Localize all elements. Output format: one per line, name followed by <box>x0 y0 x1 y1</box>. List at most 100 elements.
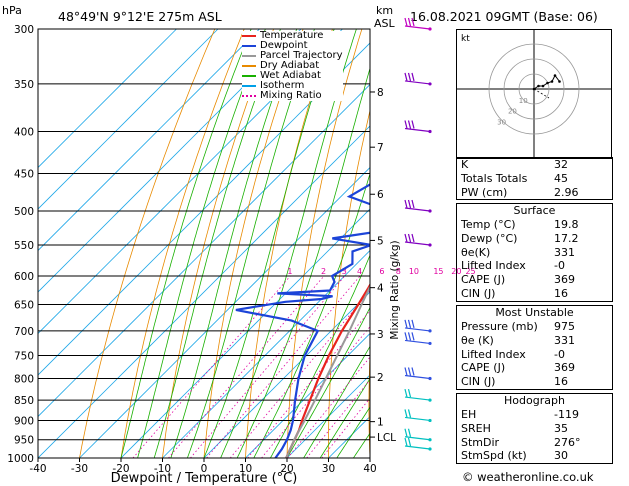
pressure-tick-label: 600 <box>14 271 34 283</box>
km-tick-label: 8 <box>377 87 384 99</box>
table-row-label: Lifted Index <box>461 347 526 361</box>
wind-barb <box>404 339 431 345</box>
table-row-label: Lifted Index <box>461 259 526 273</box>
km-tick-label: 3 <box>377 329 384 341</box>
table-row: Pressure (mb) 975 <box>457 320 612 334</box>
legend-label: Isotherm <box>260 80 305 91</box>
isotherm-line <box>38 29 260 252</box>
isotherm-line <box>38 29 177 169</box>
legend-swatch <box>242 55 256 57</box>
table-row-value: 369 <box>554 273 575 287</box>
wet-adiabat-line <box>303 345 370 458</box>
legend-entry: Wet Adiabat <box>242 71 343 81</box>
location-label: 48°49'N 9°12'E 275m ASL <box>58 9 222 24</box>
hodograph-table-title: Hodograph <box>504 394 565 407</box>
pressure-tick-label: 550 <box>14 240 34 252</box>
table-row: Temp (°C) 19.8 <box>457 218 612 232</box>
legend-label: Mixing Ratio <box>260 90 322 101</box>
wind-barb-dot <box>428 398 432 402</box>
pressure-tick-label: 650 <box>14 300 34 312</box>
wind-barb-flag <box>404 233 408 243</box>
wind-barb-flag <box>407 332 412 341</box>
legend-swatch <box>242 35 256 37</box>
km-tick-label: 4 <box>377 283 384 295</box>
mixing-ratio-label: 2 <box>321 267 326 276</box>
table-row-label: K <box>461 158 469 171</box>
legend-entry: Temperature <box>242 31 343 41</box>
hodograph-ring-label: 30 <box>497 118 506 126</box>
table-row-label: θe(K) <box>461 245 491 259</box>
wind-barb-dot <box>428 209 432 213</box>
pressure-tick-label: 300 <box>14 24 34 36</box>
wind-barb-dot <box>428 243 432 247</box>
table-row: Lifted Index -0 <box>457 259 612 273</box>
wind-barb-flag <box>404 367 408 376</box>
temp-tick-label: 0 <box>201 463 208 475</box>
datetime-label: 16.08.2021 09GMT (Base: 06) <box>410 9 598 24</box>
wind-barb-flag <box>407 409 412 418</box>
table-row-label: PW (cm) <box>461 185 508 199</box>
wind-barb-flag <box>407 199 412 209</box>
temp-tick-label: 10 <box>239 463 252 475</box>
legend-entry: Dry Adiabat <box>242 61 343 71</box>
hodograph-ring <box>488 43 580 135</box>
isotherm-line <box>79 166 370 458</box>
isotherm-line <box>203 291 370 458</box>
hpa-label: hPa <box>2 4 22 17</box>
temp-tick-label: -40 <box>29 463 46 475</box>
wind-barb-flag <box>404 409 408 418</box>
wind-barb-dot <box>428 447 432 451</box>
table-row-label: SREH <box>461 421 491 435</box>
table-row-value: -0 <box>554 347 565 361</box>
table-row-label: Pressure (mb) <box>461 320 538 333</box>
x-axis-label: Dewpoint / Temperature (°C) <box>111 471 298 486</box>
wind-barb-flag <box>407 120 412 129</box>
table-row: StmDir 276° <box>457 436 612 450</box>
table-row: CAPE (J) 369 <box>457 273 612 287</box>
table-row: EH -119 <box>457 408 612 422</box>
wind-barb <box>404 416 431 422</box>
wind-barb-flag <box>404 388 408 398</box>
mixing-ratio-line <box>132 275 291 458</box>
table-row-label: CIN (J) <box>461 286 496 300</box>
table-row-label: CAPE (J) <box>461 361 506 375</box>
wind-barb-flag <box>407 428 412 437</box>
parcel-trajectory-line <box>285 284 370 458</box>
wind-barb-flag <box>407 388 412 398</box>
hodograph-point <box>537 84 540 88</box>
wind-barb-flag <box>404 120 408 129</box>
pressure-tick-label: 900 <box>14 415 34 427</box>
wet-adiabat-line <box>120 29 252 458</box>
wind-barb <box>404 241 431 246</box>
wind-barb <box>404 327 431 332</box>
km-tick-label: 1 <box>377 417 384 429</box>
km-tick-label: 6 <box>377 189 384 201</box>
table-row: Lifted Index -0 <box>457 348 612 362</box>
hodograph-ring <box>518 73 550 105</box>
wind-barb <box>404 396 431 401</box>
wind-barb-flag <box>411 17 415 27</box>
pressure-tick-label: 450 <box>14 168 34 180</box>
hodograph-table: Hodograph EH -119 SREH 35 StmDir 276° StmSpd (… <box>456 393 613 465</box>
wind-barb-dot <box>428 27 432 31</box>
km-tick-label: 7 <box>377 142 384 154</box>
isotherm-line <box>245 332 370 458</box>
isotherm-line <box>286 374 370 458</box>
pressure-tick-label: 950 <box>14 435 34 447</box>
pressure-tick-label: 1000 <box>7 453 34 465</box>
wind-barb <box>404 445 431 450</box>
wet-adiabat-line <box>286 306 370 458</box>
legend-swatch <box>242 45 256 47</box>
table-row-label: CIN (J) <box>461 375 496 389</box>
wet-adiabat-line <box>319 377 370 458</box>
pressure-tick-label: 750 <box>14 350 34 362</box>
chart-legend: Temperature Dewpoint Parcel Trajectory Dry … <box>242 31 343 101</box>
hodograph-ring-label: 10 <box>519 97 528 105</box>
table-row-label: EH <box>461 408 477 421</box>
table-row-value: 16 <box>554 286 568 300</box>
table-row-label: StmDir <box>461 435 500 449</box>
isotherm-line <box>38 29 302 293</box>
wind-barb-flag <box>407 72 412 82</box>
wind-barb-flag <box>407 367 412 376</box>
table-row: K 32 <box>457 158 612 172</box>
